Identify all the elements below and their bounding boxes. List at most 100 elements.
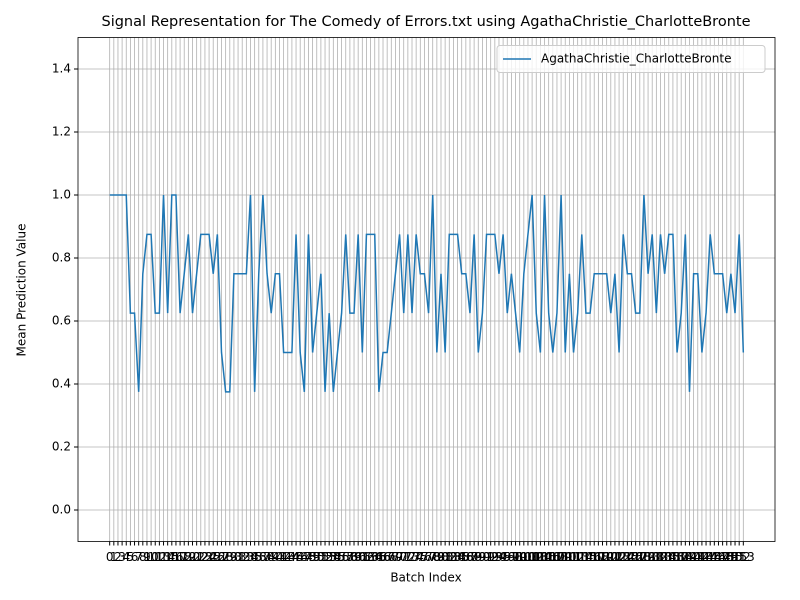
x-tick-label: 14 [160, 550, 175, 564]
x-tick-label: 27 [214, 550, 229, 564]
x-tick-label: 16 [168, 550, 183, 564]
x-tick-label: 6 [131, 550, 139, 564]
x-tick-label: 110 [554, 550, 577, 564]
x-tick-label: 104 [529, 550, 552, 564]
x-tick-label: 94 [491, 550, 506, 564]
x-tick-label: 29 [222, 550, 237, 564]
x-tick-label: 138 [670, 550, 693, 564]
x-tick-label: 124 [612, 550, 635, 564]
x-tick-label: 126 [620, 550, 643, 564]
x-tick-label: 148 [711, 550, 734, 564]
x-tick-label: 43 [280, 550, 295, 564]
x-tick-label: 1 [110, 550, 118, 564]
x-tick-label: 146 [703, 550, 726, 564]
x-tick-label: 136 [661, 550, 684, 564]
x-tick-label: 51 [313, 550, 328, 564]
x-tick-label: 37 [255, 550, 270, 564]
x-tick-label: 135 [657, 550, 680, 564]
x-tick-label: 86 [458, 550, 473, 564]
x-tick-label: 2 [114, 550, 122, 564]
y-tick-label: 0.6 [52, 314, 71, 328]
y-tick-label: 1.4 [52, 62, 71, 76]
x-tick-label: 107 [541, 550, 564, 564]
x-tick-label: 10 [143, 550, 158, 564]
x-tick-label: 123 [608, 550, 631, 564]
x-tick-label: 128 [628, 550, 651, 564]
x-tick-label: 42 [276, 550, 291, 564]
x-tick-label: 117 [583, 550, 606, 564]
x-tick-label: 109 [550, 550, 573, 564]
x-tick-label: 73 [404, 550, 419, 564]
x-tick-label: 120 [595, 550, 618, 564]
x-tick-label: 36 [251, 550, 266, 564]
x-tick-label: 102 [521, 550, 544, 564]
x-tick-label: 33 [239, 550, 254, 564]
x-tick-label: 143 [690, 550, 713, 564]
x-tick-label: 40 [268, 550, 283, 564]
x-tick-label: 63 [363, 550, 378, 564]
x-tick-label: 82 [442, 550, 457, 564]
x-tick-label: 0 [106, 550, 114, 564]
x-tick-label: 151 [724, 550, 747, 564]
x-tick-label: 113 [566, 550, 589, 564]
x-tick-label: 93 [487, 550, 502, 564]
x-tick-label: 114 [570, 550, 593, 564]
x-tick-label: 132 [645, 550, 668, 564]
x-tick-label: 144 [695, 550, 718, 564]
y-tick-label: 1.0 [52, 188, 71, 202]
x-tick-label: 101 [517, 550, 540, 564]
x-tick-label: 39 [264, 550, 279, 564]
x-tick-label: 88 [466, 550, 481, 564]
x-tick-label: 115 [574, 550, 597, 564]
data-line [109, 194, 745, 393]
y-axis-label: Mean Prediction Value [15, 224, 29, 357]
x-tick-label: 65 [371, 550, 386, 564]
x-tick-label: 100 [512, 550, 535, 564]
x-tick-label: 105 [533, 550, 556, 564]
x-tick-label: 85 [454, 550, 469, 564]
x-tick-label: 130 [637, 550, 660, 564]
x-tick-label: 4 [122, 550, 130, 564]
x-tick-label: 55 [330, 550, 345, 564]
x-tick-label: 97 [504, 550, 519, 564]
x-tick-label: 118 [587, 550, 610, 564]
x-tick-label: 12 [152, 550, 167, 564]
x-tick-label: 11 [148, 550, 163, 564]
x-tick-label: 3 [118, 550, 126, 564]
x-tick-label: 35 [247, 550, 262, 564]
x-tick-label: 32 [235, 550, 250, 564]
x-tick-label: 25 [206, 550, 221, 564]
x-tick-label: 122 [603, 550, 626, 564]
x-tick-label: 8 [139, 550, 147, 564]
x-tick-label: 90 [475, 550, 490, 564]
x-tick-label: 119 [591, 550, 614, 564]
x-tick-label: 26 [210, 550, 225, 564]
x-tick-label: 20 [185, 550, 200, 564]
x-tick-label: 84 [450, 550, 465, 564]
x-tick-label: 50 [309, 550, 324, 564]
x-tick-label: 21 [189, 550, 204, 564]
x-tick-label: 41 [272, 550, 287, 564]
x-tick-label: 108 [546, 550, 569, 564]
x-tick-label: 103 [525, 550, 548, 564]
x-tick-label: 22 [193, 550, 208, 564]
y-tick-label: 0.0 [52, 503, 71, 517]
x-tick-label: 13 [156, 550, 171, 564]
x-tick-label: 127 [624, 550, 647, 564]
x-tick-label: 76 [417, 550, 432, 564]
x-tick-label: 75 [413, 550, 428, 564]
x-tick-label: 68 [384, 550, 399, 564]
x-tick-label: 71 [396, 550, 411, 564]
x-tick-label: 53 [322, 550, 337, 564]
x-tick-label: 30 [226, 550, 241, 564]
x-tick-label: 139 [674, 550, 697, 564]
x-tick-label: 98 [508, 550, 523, 564]
x-tick-label: 145 [699, 550, 722, 564]
x-tick-label: 96 [500, 550, 515, 564]
x-tick-label: 92 [483, 550, 498, 564]
x-tick-label: 15 [164, 550, 179, 564]
x-tick-label: 69 [388, 550, 403, 564]
x-tick-label: 137 [666, 550, 689, 564]
x-tick-label: 125 [616, 550, 639, 564]
